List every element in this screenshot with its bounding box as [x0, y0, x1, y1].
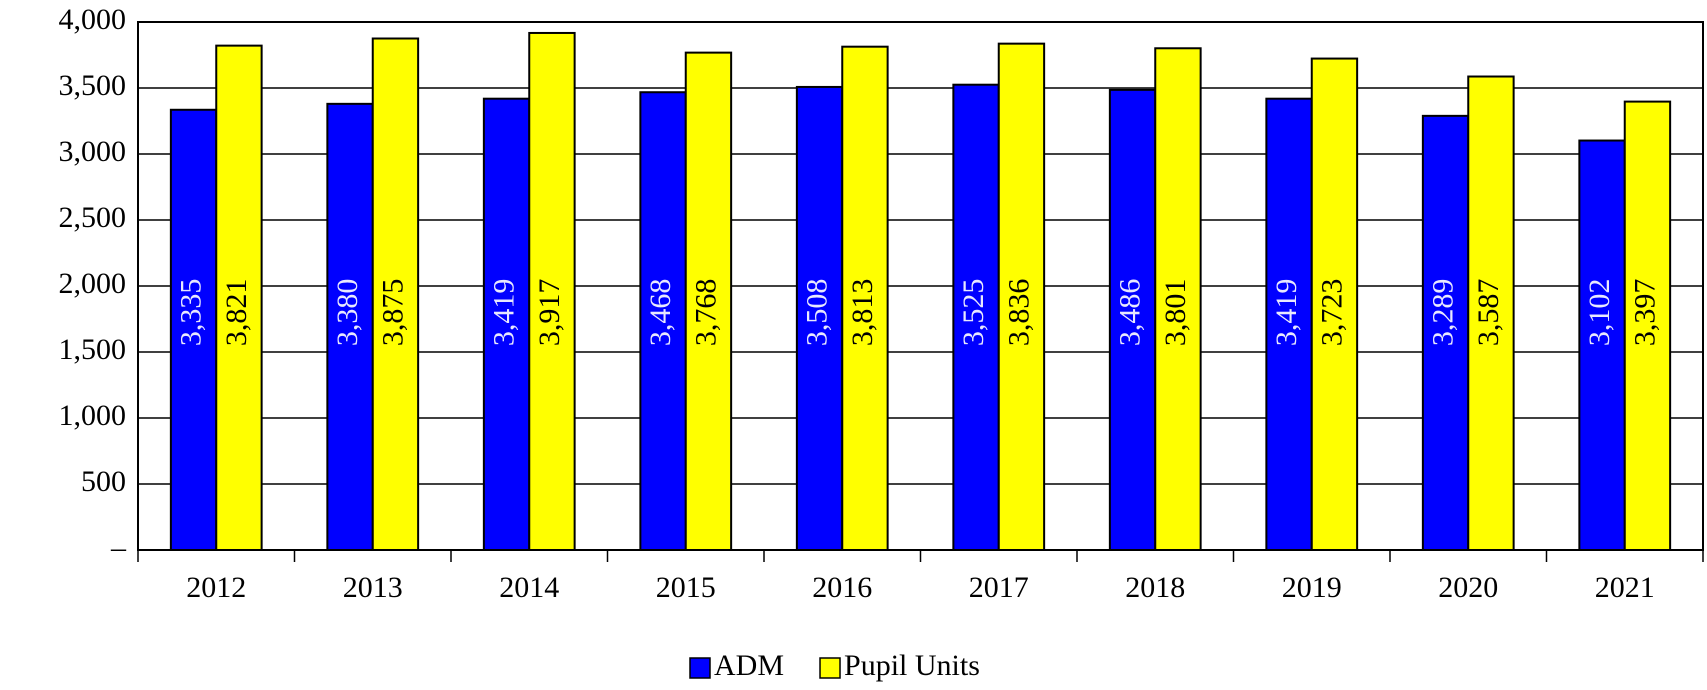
- bar: [997, 42, 1046, 551]
- value-label: 3,836: [1002, 279, 1035, 347]
- y-tick-label: 4,000: [59, 3, 127, 36]
- y-tick-label: 3,000: [59, 135, 127, 168]
- y-tick-label: 2,500: [59, 201, 127, 234]
- y-tick-label: 2,000: [59, 267, 127, 300]
- legend-label: ADM: [714, 649, 784, 682]
- value-label: 3,419: [1270, 279, 1303, 347]
- x-tick-label: 2020: [1438, 571, 1498, 604]
- bar: [1108, 88, 1157, 552]
- value-label: 3,723: [1315, 279, 1348, 347]
- value-label: 3,468: [644, 279, 677, 347]
- value-label: 3,508: [800, 279, 833, 347]
- bar: [1467, 75, 1515, 552]
- x-tick-label: 2012: [186, 571, 246, 604]
- x-tick-label: 2018: [1125, 571, 1185, 604]
- legend-swatch: [689, 657, 711, 679]
- x-tick-label: 2014: [499, 571, 559, 604]
- bar: [1578, 139, 1626, 551]
- value-label: 3,801: [1159, 279, 1192, 347]
- x-tick-label: 2021: [1595, 571, 1655, 604]
- value-label: 3,289: [1426, 279, 1459, 347]
- x-tick-label: 2019: [1282, 571, 1342, 604]
- y-tick-label: 500: [81, 465, 126, 498]
- value-label: 3,875: [376, 279, 409, 347]
- bar: [1154, 47, 1202, 551]
- value-label: 3,102: [1583, 279, 1616, 347]
- value-label: 3,380: [331, 279, 364, 347]
- value-label: 3,419: [487, 279, 520, 347]
- value-label: 3,813: [846, 279, 879, 347]
- value-label: 3,768: [689, 279, 722, 347]
- value-label: 3,335: [174, 279, 207, 347]
- legend-swatch: [819, 657, 841, 679]
- bar: [684, 51, 733, 552]
- bar: [795, 85, 844, 551]
- bar: [1265, 97, 1313, 552]
- value-label: 3,587: [1472, 279, 1505, 347]
- bar: [1421, 114, 1470, 552]
- bar: [952, 83, 1000, 551]
- legend-label: Pupil Units: [844, 649, 980, 682]
- value-label: 3,397: [1628, 279, 1661, 347]
- bar: [1310, 57, 1359, 552]
- bar: [639, 91, 687, 551]
- x-tick-label: 2015: [656, 571, 716, 604]
- y-tick-label: 1,500: [59, 333, 127, 366]
- value-label: 3,525: [957, 279, 990, 347]
- y-tick-label: –: [110, 531, 127, 564]
- x-tick-label: 2016: [812, 571, 872, 604]
- value-label: 3,486: [1113, 279, 1146, 347]
- value-label: 3,821: [220, 279, 253, 347]
- x-tick-label: 2013: [343, 571, 403, 604]
- x-tick-label: 2017: [969, 571, 1029, 604]
- value-label: 3,917: [533, 279, 566, 347]
- y-tick-label: 1,000: [59, 399, 127, 432]
- y-tick-label: 3,500: [59, 69, 127, 102]
